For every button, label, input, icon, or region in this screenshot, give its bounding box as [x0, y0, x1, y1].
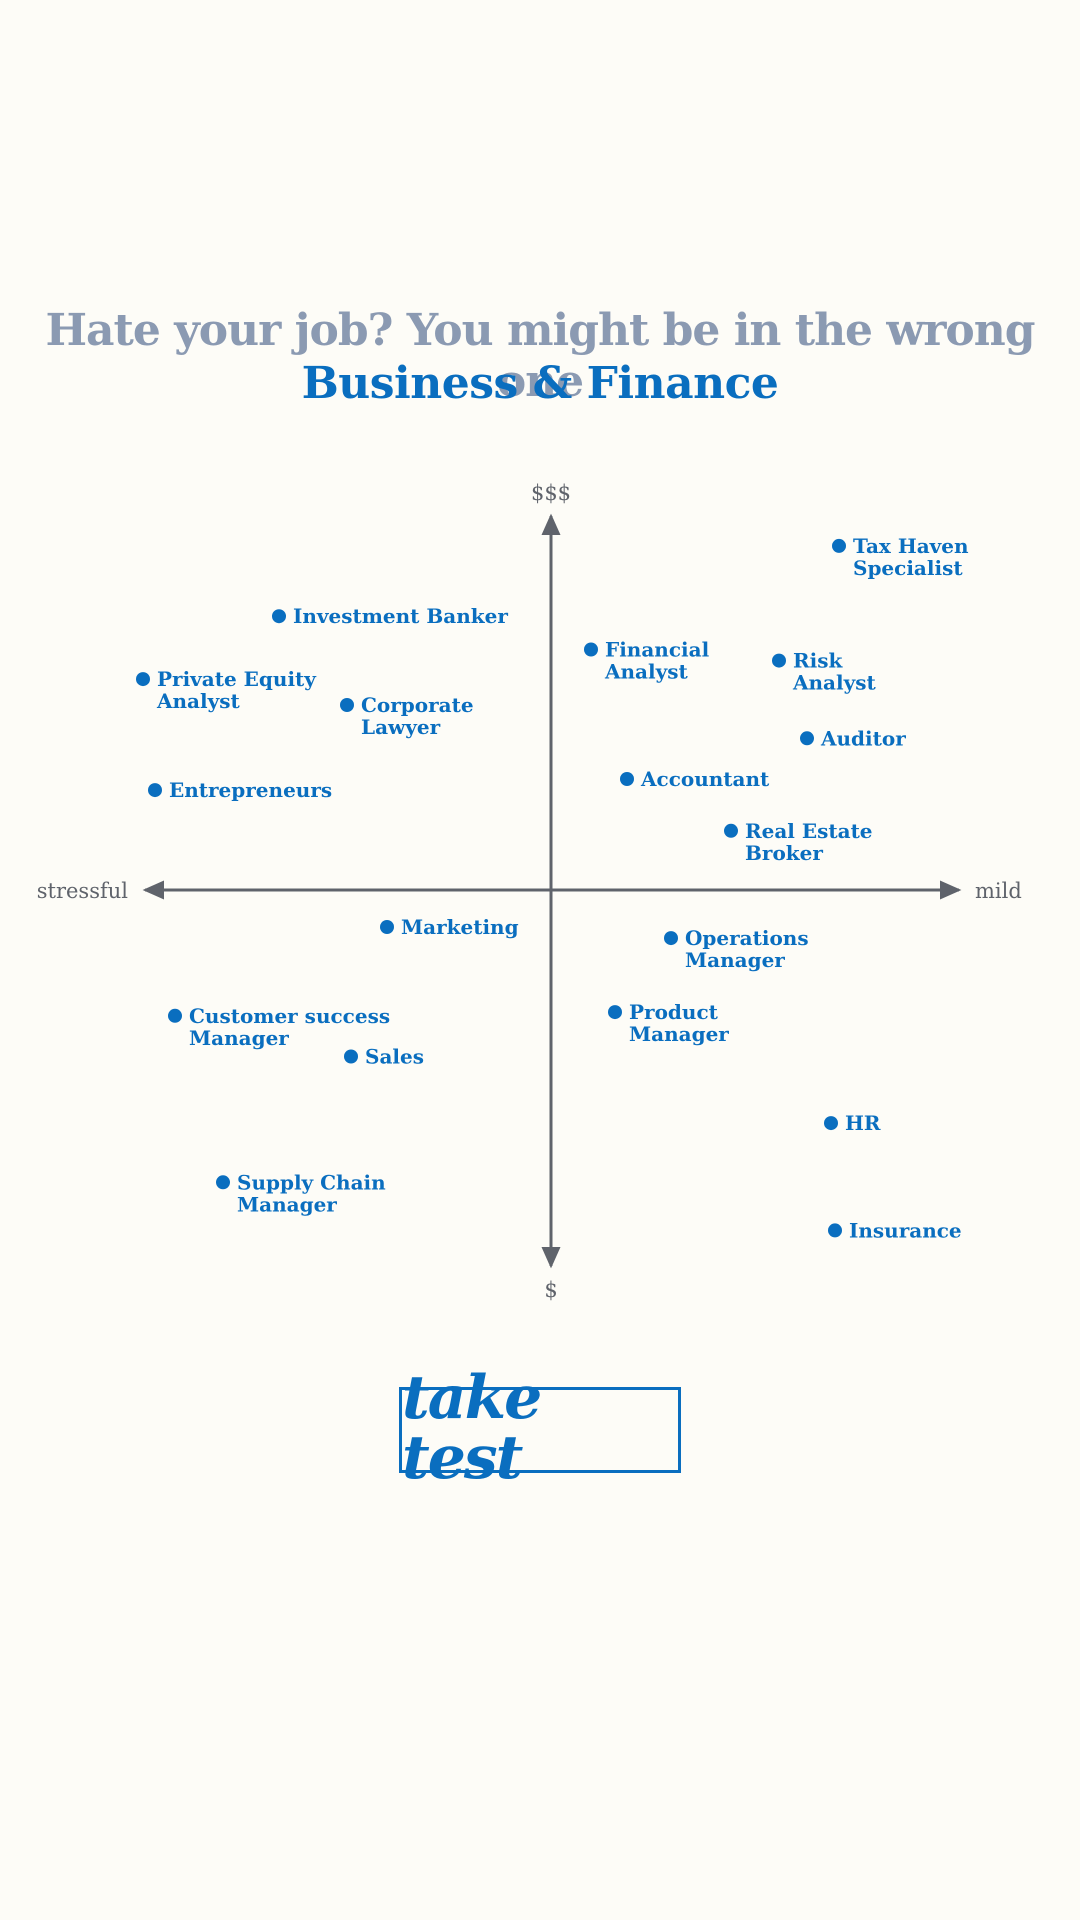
- data-point-label-line: Customer success: [189, 1004, 390, 1028]
- data-point: Supply Chain Manager: [216, 1170, 386, 1216]
- data-point-label: Entrepreneurs: [169, 778, 332, 802]
- data-point-marker: [340, 698, 354, 712]
- data-point-label: Corporate Lawyer: [361, 693, 474, 739]
- data-point: Product Manager: [608, 1000, 729, 1046]
- data-point-label: Sales: [365, 1045, 424, 1069]
- data-point-label-line: Product: [629, 1000, 719, 1024]
- data-point-label-line: Accountant: [640, 767, 770, 791]
- data-point-label: Real Estate Broker: [745, 819, 873, 865]
- data-point: Tax Haven Specialist: [832, 534, 969, 580]
- y-axis-top-label: $$$: [531, 481, 571, 505]
- data-point-label-line: Analyst: [156, 689, 240, 713]
- data-point: Real Estate Broker: [724, 819, 873, 865]
- data-point-label-line: Sales: [365, 1045, 424, 1069]
- data-point-label: HR: [845, 1111, 881, 1135]
- data-point-label: Investment Banker: [293, 604, 508, 628]
- data-point: Accountant: [620, 767, 770, 791]
- data-point-label-line: Investment Banker: [293, 604, 508, 628]
- data-point-label-line: Private Equity: [157, 667, 317, 691]
- data-point-marker: [724, 823, 738, 838]
- data-point-marker: [168, 1008, 182, 1023]
- data-point-marker: [380, 920, 394, 934]
- data-point-label: Risk Analyst: [792, 649, 876, 695]
- data-point-label-line: HR: [845, 1111, 881, 1135]
- data-point: Investment Banker: [272, 604, 508, 628]
- data-point-label: Financial Analyst: [604, 638, 710, 684]
- y-axis-bottom-label: $: [544, 1278, 557, 1302]
- data-point-label-line: Manager: [189, 1026, 289, 1050]
- data-point-label-line: Real Estate: [745, 819, 873, 843]
- data-point-label-line: Auditor: [820, 726, 906, 750]
- data-point: Auditor: [800, 726, 906, 750]
- data-point-label: Customer success Manager: [189, 1004, 390, 1050]
- data-point-label: Operations Manager: [685, 926, 809, 972]
- data-point: HR: [824, 1111, 881, 1135]
- data-point-label: Tax Haven Specialist: [853, 534, 969, 580]
- data-point-marker: [828, 1223, 842, 1238]
- data-point-marker: [136, 672, 150, 687]
- page-subtitle: Business & Finance: [301, 358, 779, 409]
- data-point-marker: [216, 1175, 230, 1190]
- data-point-label: Auditor: [820, 726, 906, 750]
- data-point-marker: [800, 731, 814, 746]
- x-axis-right-label: mild: [975, 879, 1022, 903]
- take-test-label: take test: [402, 1363, 542, 1493]
- data-point: Operations Manager: [664, 926, 809, 972]
- data-point-marker: [272, 609, 286, 624]
- data-point-label: Product Manager: [629, 1000, 729, 1046]
- data-point: Sales: [344, 1045, 424, 1069]
- data-point: Entrepreneurs: [148, 778, 332, 802]
- data-point-label-line: Entrepreneurs: [169, 778, 332, 802]
- data-point-label-line: Insurance: [849, 1218, 962, 1242]
- data-point-marker: [664, 931, 678, 946]
- data-point-label: Insurance: [849, 1218, 962, 1242]
- data-point-label-line: Manager: [685, 948, 785, 972]
- data-point-label-line: Specialist: [853, 556, 963, 580]
- data-point: Marketing: [380, 915, 519, 939]
- data-point-label-line: Operations: [685, 926, 809, 950]
- data-point-label-line: Corporate: [361, 693, 474, 717]
- data-point: Customer success Manager: [168, 1004, 390, 1050]
- data-point-marker: [620, 772, 634, 786]
- data-point-label: Marketing: [401, 915, 519, 939]
- data-point-label-line: Tax Haven: [853, 534, 969, 558]
- take-test-button[interactable]: take test: [399, 1368, 681, 1488]
- data-point-marker: [148, 783, 162, 798]
- data-point-marker: [824, 1116, 838, 1131]
- data-point-label-line: Analyst: [604, 660, 688, 684]
- data-point-label-line: Manager: [629, 1022, 729, 1046]
- data-point-label: Supply Chain Manager: [237, 1170, 386, 1216]
- x-axis-left-label: stressful: [37, 879, 129, 903]
- data-point-label: Accountant: [640, 767, 770, 791]
- data-point: Corporate Lawyer: [340, 693, 474, 739]
- data-point-label-line: Analyst: [792, 671, 876, 695]
- data-point-marker: [608, 1005, 622, 1020]
- data-point-marker: [584, 642, 598, 657]
- data-point: Private Equity Analyst: [136, 667, 317, 713]
- page-title: Hate your job? You might be in the wrong…: [45, 305, 1035, 407]
- data-point-label-line: Financial: [605, 638, 710, 662]
- data-point: Risk Analyst: [772, 649, 876, 695]
- data-point-marker: [344, 1049, 358, 1064]
- data-point: Financial Analyst: [584, 638, 710, 684]
- data-point-marker: [832, 538, 846, 553]
- data-point-label: Private Equity Analyst: [156, 667, 317, 713]
- data-point: Insurance: [828, 1218, 962, 1242]
- data-point-label-line: Supply Chain: [237, 1170, 386, 1194]
- data-point-label-line: Risk: [793, 649, 843, 673]
- data-point-label-line: Broker: [745, 841, 823, 865]
- data-point-label-line: Lawyer: [361, 715, 441, 739]
- data-point-marker: [772, 653, 786, 668]
- data-point-label-line: Manager: [237, 1192, 337, 1216]
- data-point-label-line: Marketing: [401, 915, 519, 939]
- data-points: Tax Haven Specialist Investment Banker Fina…: [136, 534, 969, 1242]
